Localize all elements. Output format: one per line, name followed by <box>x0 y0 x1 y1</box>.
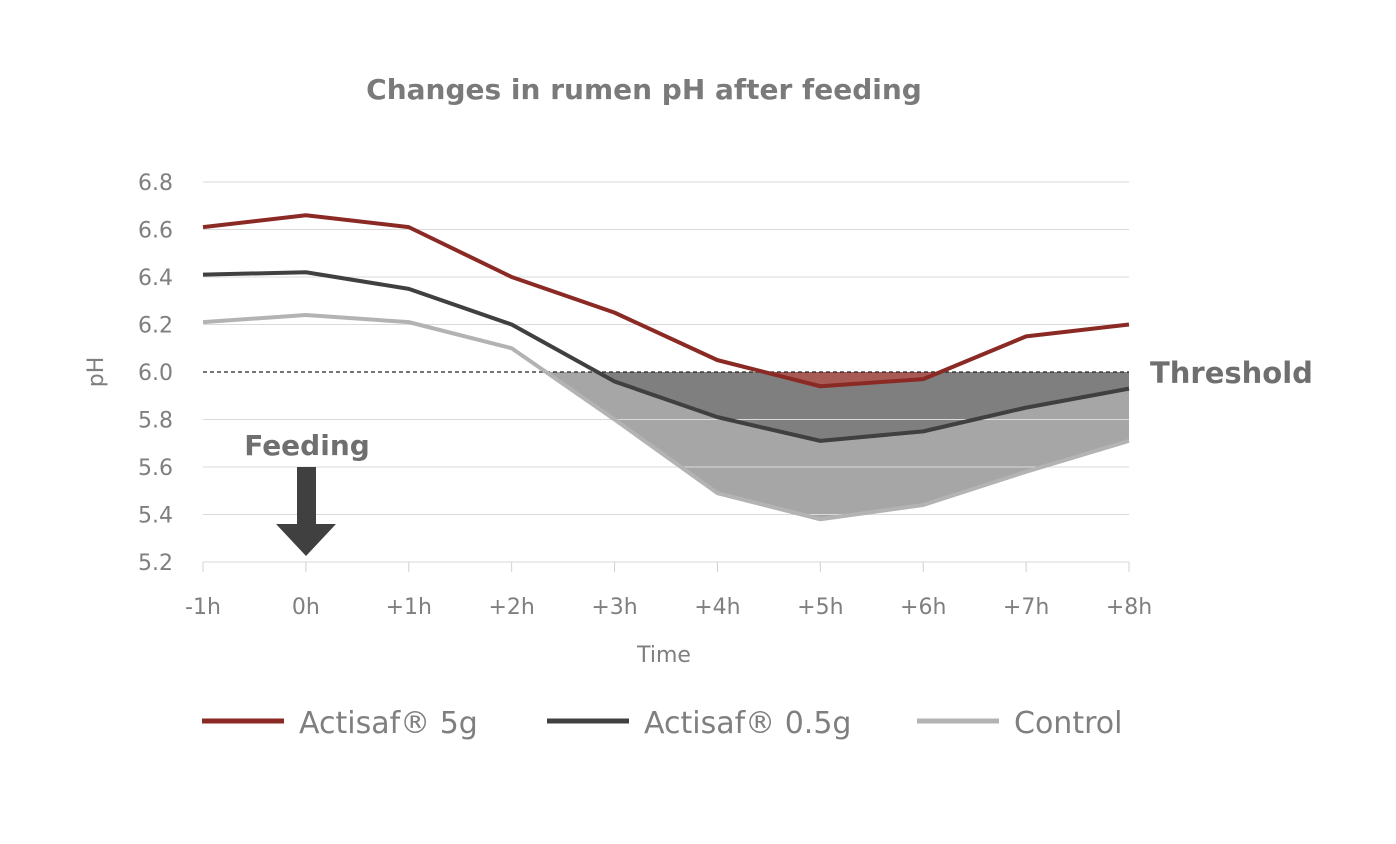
legend-label: Control <box>1014 706 1122 741</box>
legend-label: Actisaf® 0.5g <box>644 706 851 741</box>
x-tick-label: +1h <box>386 595 432 620</box>
x-tick-label: +2h <box>488 595 534 620</box>
chart-title: Changes in rumen pH after feeding <box>366 73 922 106</box>
x-tick-label: +8h <box>1106 595 1152 620</box>
y-axis-label: pH <box>84 357 109 388</box>
feeding-label: Feeding <box>244 429 370 462</box>
y-tick-label: 5.6 <box>138 456 173 481</box>
feeding-arrow-icon <box>276 467 336 556</box>
x-tick-label: 0h <box>292 595 320 620</box>
below-threshold-area-0 <box>203 372 1129 387</box>
y-tick-label: 6.0 <box>138 361 173 386</box>
x-tick-label: +6h <box>900 595 946 620</box>
y-tick-label: 6.4 <box>138 266 173 291</box>
legend-label: Actisaf® 5g <box>299 706 478 741</box>
x-tick-label: +4h <box>694 595 740 620</box>
x-tick-label: +7h <box>1003 595 1049 620</box>
x-tick-label: +5h <box>797 595 843 620</box>
y-tick-label: 6.8 <box>138 171 173 196</box>
series-line-0 <box>202 213 1130 389</box>
x-tick-label: -1h <box>185 595 221 620</box>
y-tick-label: 6.2 <box>138 314 173 339</box>
threshold-label: Threshold <box>1150 356 1313 390</box>
y-tick-label: 5.8 <box>138 409 173 434</box>
below-threshold-area-1 <box>203 372 1129 441</box>
x-tick-label: +3h <box>591 595 637 620</box>
series-line-1 <box>202 270 1130 443</box>
y-tick-label: 6.6 <box>138 219 173 244</box>
series-line-2 <box>202 313 1130 522</box>
y-tick-label: 5.4 <box>138 504 173 529</box>
x-axis-label: Time <box>636 643 691 668</box>
y-tick-label: 5.2 <box>138 551 173 576</box>
